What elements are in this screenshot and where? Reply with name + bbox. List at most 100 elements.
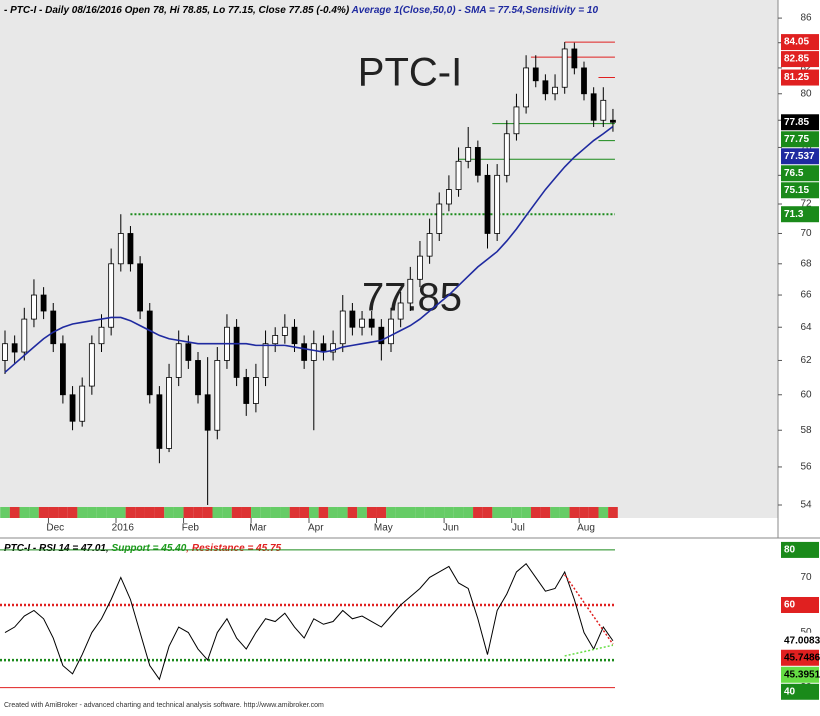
trend-strip — [357, 507, 367, 518]
candle-body — [262, 343, 269, 378]
trend-strip — [511, 507, 522, 518]
price-tag-box — [781, 34, 819, 51]
candle-body — [513, 106, 520, 135]
price-tag-box — [781, 114, 819, 131]
candle-body — [542, 80, 549, 95]
candle-body — [137, 263, 144, 312]
price-tag: 84.05 — [784, 37, 809, 48]
candle-body — [600, 99, 607, 121]
price-tag: 77.537 — [784, 151, 815, 162]
candle-body — [21, 318, 28, 353]
resistance-trendline — [564, 574, 614, 645]
price-tag-box — [781, 131, 819, 148]
trend-strip — [569, 507, 580, 518]
y-tick-label: 76 — [800, 142, 812, 153]
candle-body — [108, 263, 115, 328]
trend-strip — [395, 507, 406, 518]
rsi-tag-box — [781, 683, 819, 700]
trend-strip — [116, 507, 126, 518]
candle-body — [31, 294, 37, 320]
candle-body — [156, 394, 163, 449]
rsi-tag: 40 — [784, 686, 796, 697]
trend-strip — [289, 507, 300, 518]
y-tick-label: 70 — [800, 572, 812, 583]
symbol-watermark: PTC-I — [358, 51, 462, 95]
trend-strip — [212, 507, 223, 518]
trend-strip — [183, 507, 194, 518]
candle-body — [349, 310, 356, 328]
trend-strip — [144, 507, 155, 518]
candle-body — [359, 318, 365, 328]
x-tick-label: 2016 — [112, 523, 135, 534]
price-tag: 82.85 — [784, 54, 809, 65]
x-tick-label: Aug — [577, 523, 595, 534]
y-tick-label: 68 — [800, 258, 812, 269]
trend-strip — [376, 507, 387, 518]
trend-strip — [154, 507, 165, 518]
rsi-tag: 47.0083 — [784, 635, 820, 646]
candle-body — [610, 119, 616, 123]
price-tag: 75.15 — [784, 185, 809, 196]
candle-body — [166, 377, 172, 449]
y-tick-label: 54 — [800, 500, 812, 511]
trend-strip — [280, 507, 290, 518]
candle-body — [281, 326, 288, 336]
x-tick-label: Jun — [443, 523, 459, 534]
price-tag-box — [781, 51, 819, 68]
trend-strip — [453, 507, 464, 518]
candle-body — [50, 310, 57, 345]
candle-body — [426, 233, 433, 257]
rsi-tag-box — [781, 541, 819, 558]
y-tick-label: 80 — [800, 88, 812, 99]
trend-strip — [309, 507, 319, 518]
candle-body — [146, 310, 153, 396]
sma-line — [4, 125, 614, 373]
trend-strip — [318, 507, 329, 518]
trend-strip — [48, 507, 59, 518]
trend-strip — [164, 507, 174, 518]
trend-strip — [38, 507, 49, 518]
price-tag-box — [781, 148, 819, 165]
candle-body — [310, 343, 317, 361]
candle-body — [69, 394, 76, 422]
trend-strip — [202, 507, 213, 518]
candle-body — [98, 326, 105, 345]
candle-body — [79, 385, 86, 422]
y-tick-label: 82 — [800, 63, 812, 74]
rsi-tag-box — [781, 666, 819, 683]
trend-strip — [424, 507, 435, 518]
header-part: - PTC-I - Daily 08/16/2016 Open 78, Hi 7… — [4, 5, 352, 16]
trend-strip — [579, 507, 589, 518]
candle-body — [503, 133, 510, 176]
candle-body — [455, 160, 462, 190]
candle-body — [117, 233, 124, 265]
y-tick-label: 50 — [800, 627, 812, 638]
price-tag-box — [781, 69, 819, 86]
trend-strip — [87, 507, 97, 518]
y-tick-label: 86 — [800, 13, 812, 24]
trend-strip — [251, 507, 261, 518]
candle-body — [532, 67, 539, 82]
candle-body — [88, 343, 95, 387]
candle-body — [60, 343, 66, 396]
rsi-tag: 60 — [784, 600, 796, 611]
price-tag: 76.5 — [784, 168, 804, 179]
price-tag: 71.3 — [784, 209, 804, 220]
trend-strip — [337, 507, 348, 518]
candle-body — [330, 343, 337, 353]
footer: Created with AmiBroker - advanced charti… — [4, 702, 324, 709]
candle-body — [291, 326, 298, 345]
trend-strip — [415, 507, 425, 518]
candle-body — [436, 203, 443, 234]
x-tick-label: Jul — [512, 523, 525, 534]
trend-strip — [260, 507, 271, 518]
candle-body — [368, 318, 375, 328]
trend-strip — [540, 507, 551, 518]
price-tag-box — [781, 206, 819, 223]
candle-body — [11, 343, 18, 353]
trend-strip — [347, 507, 358, 518]
rsi-tag: 80 — [784, 545, 796, 556]
x-tick-label: May — [374, 523, 393, 534]
trend-strip — [270, 507, 281, 518]
candle-body — [590, 93, 597, 121]
